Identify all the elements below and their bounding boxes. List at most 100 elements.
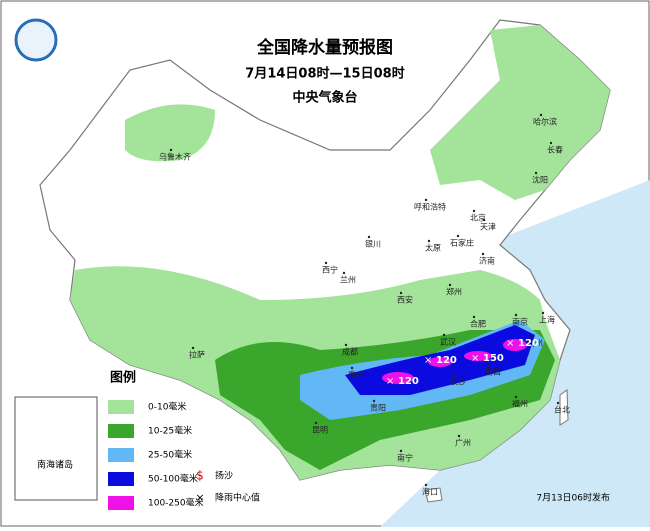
city-label: 天津 [480, 222, 496, 232]
legend-label: 100-250毫米 [148, 497, 204, 509]
legend-label: 降雨中心值 [215, 492, 260, 504]
city-dot [514, 395, 518, 399]
city-dot [549, 141, 553, 145]
city-dot [456, 234, 460, 238]
logo [14, 18, 58, 62]
rain-center-mark: × [471, 353, 479, 364]
legend-swatch [108, 472, 134, 486]
rain-center-value: 150 [483, 353, 504, 364]
city-dot [481, 252, 485, 256]
rain-zone [125, 104, 215, 162]
legend-label: 25-50毫米 [148, 449, 192, 461]
rain-center-value: 120 [518, 338, 539, 349]
city-dot [324, 261, 328, 265]
legend-title: 图例 [110, 370, 136, 386]
city-dot [344, 343, 348, 347]
title: 全国降水量预报图 [256, 37, 393, 58]
city-label: 长沙 [450, 377, 466, 387]
rain-zone [430, 25, 610, 200]
city-dot [399, 291, 403, 295]
legend-swatch [108, 496, 134, 510]
city-label: 南京 [512, 317, 528, 327]
city-label: 杭州 [527, 338, 543, 348]
city-label: 兰州 [340, 275, 356, 285]
island [424, 487, 443, 503]
rain-center-mark: × [386, 376, 394, 387]
city-dot [372, 399, 376, 403]
city-label: 沈阳 [532, 175, 548, 185]
city-label: 昆明 [312, 426, 328, 435]
city-dot [534, 171, 538, 175]
city-dot [191, 346, 195, 350]
city-label: 上海 [539, 315, 555, 325]
legend-label: 0-10毫米 [148, 401, 186, 413]
city-dot [556, 401, 560, 405]
city-label: 北京 [470, 213, 486, 223]
city-dot [529, 334, 533, 338]
city-dot [448, 283, 452, 287]
city-label: 郑州 [446, 287, 462, 297]
rain-core [428, 357, 452, 367]
city-dot [314, 421, 318, 425]
city-label: 呼和浩特 [414, 202, 446, 212]
rain-center-mark: × [506, 338, 514, 349]
footer: 7月13日06时发布 [536, 492, 610, 504]
city-dot [539, 113, 543, 117]
rain-center-mark: × [424, 355, 432, 366]
city-label: 银川 [365, 239, 381, 249]
legend-swatch [108, 448, 134, 462]
city-label: 贵阳 [370, 403, 386, 413]
city-label: 成都 [342, 347, 358, 357]
city-dot [541, 311, 545, 315]
city-label: 哈尔滨 [533, 117, 557, 127]
city-label: 重庆 [348, 370, 364, 380]
rain-center-value: 120 [398, 376, 419, 387]
city-dot [452, 373, 456, 377]
city-label: 武汉 [440, 337, 456, 347]
issuer: 中央气象台 [292, 90, 357, 106]
inset-label: 南海诸岛 [37, 459, 73, 471]
city-label: 南昌 [485, 367, 501, 377]
city-dot [472, 209, 476, 213]
legend-symbol: × [195, 491, 204, 504]
city-label: 合肥 [470, 319, 486, 329]
city-label: 济南 [479, 256, 495, 266]
city-dot [169, 148, 173, 152]
legend-symbol: $ [196, 469, 204, 483]
sea [380, 180, 650, 527]
city-dot [424, 198, 428, 202]
rain-center-value: 120 [436, 355, 457, 366]
rain-core [464, 351, 492, 361]
legend-label: 10-25毫米 [148, 425, 192, 437]
island [559, 389, 569, 426]
period: 7月14日08时—15日08时 [245, 66, 404, 82]
city-dot [487, 363, 491, 367]
city-label: 台北 [554, 405, 570, 415]
city-dot [514, 313, 518, 317]
city-dot [442, 333, 446, 337]
city-label: 西宁 [322, 265, 338, 275]
city-dot [367, 235, 371, 239]
city-dot [342, 271, 346, 275]
legend-label: 扬沙 [215, 470, 233, 482]
legend-label: 50-100毫米 [148, 473, 198, 485]
city-dot [472, 315, 476, 319]
city-label: 拉萨 [189, 350, 205, 360]
legend-swatch [108, 424, 134, 438]
city-label: 太原 [425, 243, 441, 253]
city-label: 西安 [397, 295, 413, 305]
city-label: 长春 [547, 145, 563, 155]
city-dot [399, 449, 403, 453]
inset-box [14, 396, 98, 501]
city-dot [424, 483, 428, 487]
rain-core [382, 372, 414, 384]
city-dot [457, 434, 461, 438]
city-dot [350, 366, 354, 370]
city-label: 海口 [422, 487, 438, 497]
city-label: 南宁 [397, 453, 413, 463]
rain-core [503, 339, 527, 351]
legend-swatch [108, 400, 134, 414]
city-label: 广州 [455, 438, 471, 448]
city-dot [482, 218, 486, 222]
city-label: 石家庄 [450, 238, 474, 248]
